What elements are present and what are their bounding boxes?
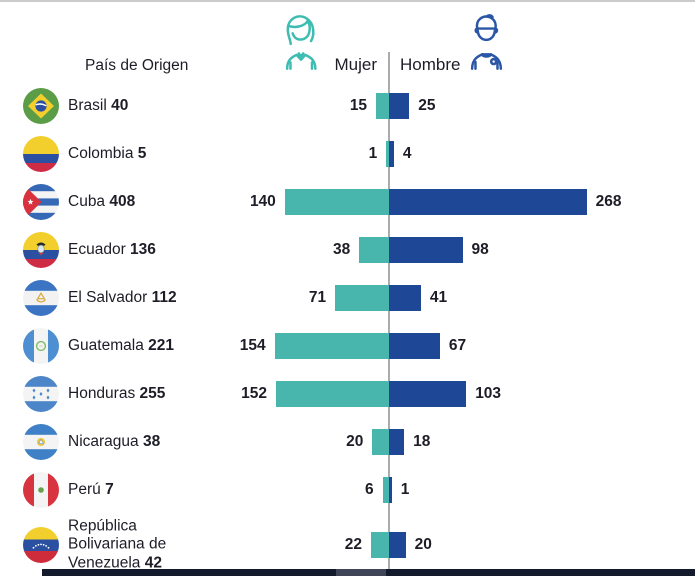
- hombre-bar: [389, 237, 463, 263]
- hombre-bar: [389, 429, 405, 455]
- country-total: 136: [130, 240, 156, 258]
- hombre-bar: [389, 141, 394, 167]
- el-salvador-flag-icon: [23, 280, 59, 316]
- mujer-value: 15: [349, 97, 368, 114]
- venezuela-flag-icon: [23, 527, 59, 563]
- peru-flag-icon: [23, 472, 59, 508]
- top-rule: [0, 0, 695, 2]
- cuba-flag-icon: [23, 184, 59, 220]
- country-name: República Bolivariana de Venezuela: [68, 517, 167, 572]
- hombre-bar: [389, 285, 421, 311]
- country-total: 5: [137, 144, 147, 162]
- mujer-value: 22: [344, 536, 362, 553]
- nicaragua-flag-icon: [23, 424, 59, 460]
- row-colombia: Colombia 5 1 4: [0, 130, 695, 178]
- mujer-bar: [276, 381, 389, 407]
- hombre-value: 1: [400, 481, 410, 498]
- hombre-value: 25: [418, 97, 436, 114]
- country-total: 112: [151, 288, 177, 306]
- ecuador-flag-icon: [23, 232, 59, 268]
- colombia-flag-icon: [23, 136, 59, 172]
- country-total: 221: [148, 336, 175, 354]
- country-name: Guatemala: [68, 336, 144, 354]
- legend-hombre: Hombre: [400, 55, 461, 74]
- hombre-value: 67: [448, 337, 467, 354]
- hombre-bar: [389, 333, 440, 359]
- hombre-bar: [389, 189, 587, 215]
- country-name: Honduras: [68, 384, 136, 402]
- honduras-flag-icon: [23, 376, 59, 412]
- country-rows: Brasil 40 15 25 Colombia 5 1 4 Cuba 408 …: [0, 82, 695, 576]
- mujer-value: 152: [241, 385, 268, 402]
- row-brasil: Brasil 40 15 25: [0, 82, 695, 130]
- legend-mujer: Mujer: [334, 55, 377, 74]
- mujer-bar: [376, 93, 389, 119]
- woman-icon: [279, 11, 323, 76]
- mujer-value: 6: [365, 481, 374, 498]
- row-peru: Perú 7 6 1: [0, 466, 695, 514]
- hombre-value: 103: [475, 385, 502, 402]
- mujer-value: 140: [249, 193, 276, 210]
- country-total: 40: [111, 96, 129, 114]
- guatemala-flag-icon: [23, 328, 59, 364]
- row-el-salvador: El Salvador 112 71 41: [0, 274, 695, 322]
- mujer-bar: [359, 237, 389, 263]
- bottom-rule-segment: [336, 569, 386, 576]
- country-total: 255: [139, 384, 166, 402]
- brasil-flag-icon: [23, 88, 59, 124]
- country-column-header: País de Origen: [85, 57, 189, 74]
- mujer-value: 71: [308, 289, 327, 306]
- mujer-value: 154: [239, 337, 266, 354]
- mujer-bar: [335, 285, 389, 311]
- hombre-value: 98: [471, 241, 489, 258]
- country-name: Ecuador: [68, 240, 126, 258]
- country-name: Perú: [68, 480, 101, 498]
- row-ecuador: Ecuador 136 38 98: [0, 226, 695, 274]
- hombre-value: 20: [414, 536, 432, 553]
- mujer-value: 20: [346, 433, 364, 450]
- mujer-bar: [370, 532, 389, 558]
- country-name: Cuba: [68, 192, 106, 210]
- mujer-value: 38: [333, 241, 351, 258]
- country-total: 408: [109, 192, 136, 210]
- row-nicaragua: Nicaragua 38 20 18: [0, 418, 695, 466]
- country-name: Nicaragua: [68, 432, 139, 450]
- hombre-value: 41: [429, 289, 448, 306]
- hombre-bar: [389, 477, 392, 503]
- hombre-value: 268: [595, 193, 622, 210]
- mujer-bar: [386, 141, 389, 167]
- row-cuba: Cuba 408 140 268: [0, 178, 695, 226]
- country-total: 38: [142, 432, 161, 450]
- mujer-bar: [382, 477, 389, 503]
- row-venezuela: República Bolivariana de Venezuela 42 22…: [0, 514, 695, 576]
- man-icon: [464, 11, 508, 76]
- country-name: Brasil: [68, 96, 107, 114]
- hombre-bar: [389, 532, 406, 558]
- hombre-bar: [389, 93, 410, 119]
- mujer-bar: [372, 429, 389, 455]
- country-name: Colombia: [68, 144, 134, 162]
- country-name: El Salvador: [68, 288, 148, 306]
- country-total: 42: [144, 554, 162, 572]
- mujer-bar: [274, 333, 389, 359]
- hombre-value: 4: [402, 145, 412, 162]
- row-guatemala: Guatemala 221 154 67: [0, 322, 695, 370]
- row-honduras: Honduras 255 152 103: [0, 370, 695, 418]
- hombre-value: 18: [413, 433, 431, 450]
- mujer-bar: [284, 189, 389, 215]
- country-total: 7: [105, 480, 114, 498]
- hombre-bar: [389, 381, 467, 407]
- mujer-value: 1: [368, 145, 378, 162]
